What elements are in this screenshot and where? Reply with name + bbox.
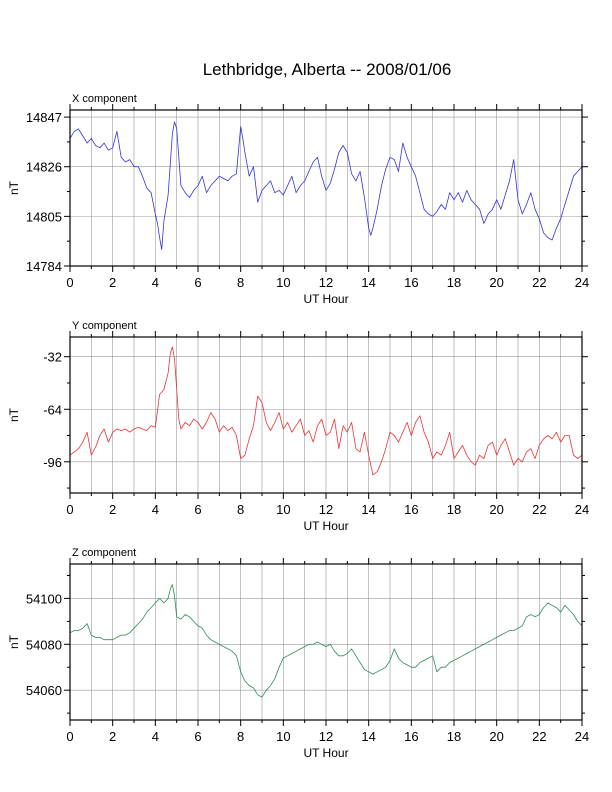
series-line — [69, 121, 583, 250]
x-tick-label: 18 — [447, 729, 461, 744]
series-line — [69, 584, 583, 698]
x-tick-label: 20 — [489, 502, 503, 517]
panel-label: Z component — [72, 547, 136, 559]
x-tick-label: 0 — [66, 729, 73, 744]
y-tick-label: 14826 — [26, 160, 62, 175]
panel-label: X component — [72, 93, 137, 105]
y-axis-label: nT — [7, 634, 21, 649]
x-tick-label: 16 — [404, 729, 418, 744]
x-tick-label: 6 — [194, 275, 201, 290]
x-tick-label: 14 — [361, 729, 375, 744]
x-tick-label: 8 — [237, 275, 244, 290]
x-tick-label: 12 — [319, 729, 333, 744]
x-tick-label: 14 — [361, 502, 375, 517]
y-axis-label: nT — [7, 407, 21, 422]
x-tick-label: 6 — [194, 729, 201, 744]
x-tick-label: 2 — [109, 502, 116, 517]
y-tick-label: 54100 — [26, 591, 62, 606]
x-tick-label: 4 — [152, 729, 159, 744]
x-tick-label: 2 — [109, 729, 116, 744]
x-tick-label: 10 — [276, 729, 290, 744]
y-tick-label: -32 — [43, 350, 62, 365]
x-tick-label: 4 — [152, 502, 159, 517]
x-tick-label: 24 — [575, 729, 589, 744]
x-tick-label: 20 — [489, 729, 503, 744]
y-tick-label: 14784 — [26, 259, 62, 274]
x-tick-label: 18 — [447, 275, 461, 290]
x-tick-label: 22 — [532, 502, 546, 517]
y-tick-label: 14805 — [26, 209, 62, 224]
chart-title: Lethbridge, Alberta -- 2008/01/06 — [203, 60, 452, 79]
x-axis-label: UT Hour — [303, 292, 348, 306]
y-tick-label: -64 — [43, 402, 62, 417]
x-tick-label: 4 — [152, 275, 159, 290]
x-tick-label: 24 — [575, 502, 589, 517]
x-tick-label: 8 — [237, 729, 244, 744]
y-tick-label: 54080 — [26, 637, 62, 652]
x-tick-label: 8 — [237, 502, 244, 517]
x-axis-label: UT Hour — [303, 519, 348, 533]
x-tick-label: 12 — [319, 502, 333, 517]
x-tick-label: 14 — [361, 275, 375, 290]
x-tick-label: 16 — [404, 502, 418, 517]
x-tick-label: 12 — [319, 275, 333, 290]
x-tick-label: 6 — [194, 502, 201, 517]
y-tick-label: -96 — [43, 455, 62, 470]
x-tick-label: 22 — [532, 275, 546, 290]
x-tick-label: 2 — [109, 275, 116, 290]
x-tick-label: 0 — [66, 275, 73, 290]
x-tick-label: 24 — [575, 275, 589, 290]
x-tick-label: 16 — [404, 275, 418, 290]
x-tick-label: 22 — [532, 729, 546, 744]
x-tick-label: 20 — [489, 275, 503, 290]
x-axis-label: UT Hour — [303, 746, 348, 760]
x-tick-label: 0 — [66, 502, 73, 517]
series-line — [69, 346, 583, 476]
y-tick-label: 14847 — [26, 110, 62, 125]
x-tick-label: 10 — [276, 502, 290, 517]
x-tick-label: 10 — [276, 275, 290, 290]
y-axis-label: nT — [7, 180, 21, 195]
x-tick-label: 18 — [447, 502, 461, 517]
y-tick-label: 54060 — [26, 683, 62, 698]
panel-label: Y component — [72, 320, 137, 332]
